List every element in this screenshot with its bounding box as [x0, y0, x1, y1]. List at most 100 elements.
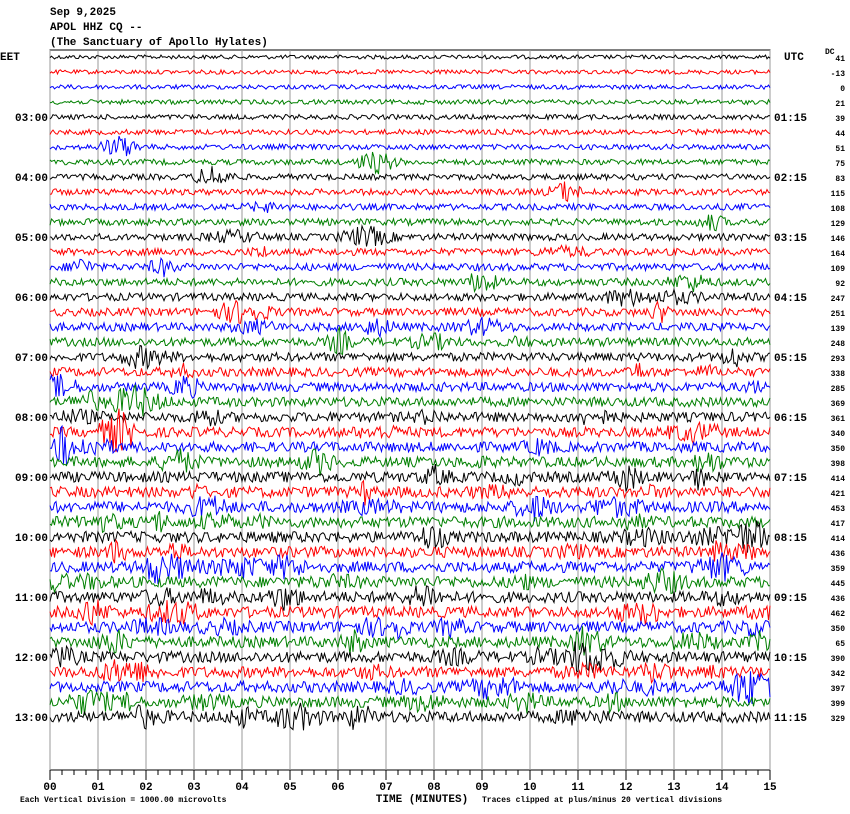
- dc-offset: 92: [835, 280, 845, 289]
- right-time: 06:15: [774, 413, 807, 425]
- trace: [49, 464, 771, 492]
- dc-offset: 417: [831, 520, 846, 529]
- x-tick-label: 13: [667, 782, 681, 794]
- dc-offset: 108: [831, 205, 846, 214]
- trace: [49, 287, 771, 308]
- dc-offset: 340: [831, 430, 846, 439]
- trace: [49, 384, 771, 417]
- trace: [49, 448, 771, 477]
- trace: [49, 408, 771, 453]
- trace: [49, 362, 771, 379]
- x-tick-label: 00: [43, 782, 56, 794]
- dc-offset: 146: [831, 235, 846, 244]
- dc-offset: 414: [831, 475, 846, 484]
- x-tick-label: 03: [187, 782, 201, 794]
- dc-offset: 436: [831, 595, 846, 604]
- site: (The Sanctuary of Apollo Hylates): [50, 37, 268, 49]
- dc-offset: 75: [835, 160, 845, 169]
- trace: [49, 424, 771, 466]
- right-zone: UTC: [784, 52, 804, 64]
- x-axis-label: TIME (MINUTES): [376, 794, 468, 806]
- dc-offset: 397: [831, 685, 846, 694]
- trace: [49, 273, 771, 294]
- trace: [49, 479, 771, 506]
- right-time: 11:15: [774, 713, 807, 725]
- dc-offset: 361: [831, 415, 846, 424]
- right-time: 03:15: [774, 233, 807, 245]
- trace: [49, 344, 771, 370]
- trace: [49, 552, 771, 585]
- dc-offset: 139: [831, 325, 846, 334]
- dc-offset: 51: [835, 145, 845, 154]
- dc-offset: 39: [835, 115, 845, 124]
- dc-offset: 44: [835, 130, 845, 139]
- x-tick-label: 05: [283, 782, 297, 794]
- dc-offset: -13: [831, 70, 846, 79]
- left-time: 08:00: [15, 413, 48, 425]
- dc-offset: 21: [835, 100, 845, 109]
- right-time: 08:15: [774, 533, 807, 545]
- right-time: 07:15: [774, 473, 807, 485]
- trace: [49, 702, 771, 731]
- dc-offset: 251: [831, 310, 846, 319]
- trace: [49, 495, 771, 522]
- x-tick-label: 11: [571, 782, 585, 794]
- clip-note: Traces clipped at plus/minus 20 vertical…: [482, 796, 722, 805]
- trace: [49, 224, 771, 247]
- trace: [49, 538, 771, 564]
- dc-offset: 398: [831, 460, 846, 469]
- trace: [49, 98, 771, 106]
- dc-offset: 41: [835, 55, 845, 64]
- trace: [49, 408, 771, 427]
- x-tick-label: 06: [331, 782, 344, 794]
- trace: [49, 54, 771, 61]
- x-tick-label: 02: [139, 782, 152, 794]
- trace: [49, 243, 771, 259]
- station: APOL HHZ CQ --: [50, 22, 142, 34]
- left-time: 13:00: [15, 713, 48, 725]
- trace: [49, 689, 771, 716]
- right-time: 02:15: [774, 173, 807, 185]
- trace: [49, 659, 771, 685]
- left-time: 11:00: [15, 593, 48, 605]
- dc-offset: 329: [831, 715, 846, 724]
- trace: [49, 626, 771, 656]
- right-time: 01:15: [774, 113, 807, 125]
- trace: [49, 585, 771, 611]
- trace: [49, 671, 771, 706]
- dc-offset: 65: [835, 640, 845, 649]
- dc-offset: 350: [831, 445, 846, 454]
- left-time: 07:00: [15, 353, 48, 365]
- dc-offset: 83: [835, 175, 845, 184]
- dc-offset: 359: [831, 565, 846, 574]
- trace: [49, 316, 771, 339]
- dc-offset: 248: [831, 340, 846, 349]
- dc-offset: 369: [831, 400, 846, 409]
- x-tick-label: 15: [763, 782, 777, 794]
- dc-offset: 247: [831, 295, 846, 304]
- dc-offset: 342: [831, 670, 846, 679]
- trace: [49, 373, 771, 399]
- left-time: 09:00: [15, 473, 48, 485]
- trace: [49, 325, 771, 356]
- dc-offset: 421: [831, 490, 846, 499]
- left-time: 04:00: [15, 173, 48, 185]
- dc-offset: 436: [831, 550, 846, 559]
- x-tick-label: 01: [91, 782, 105, 794]
- dc-offset: 115: [831, 190, 846, 199]
- trace: [49, 135, 771, 157]
- dc-offset: 285: [831, 385, 846, 394]
- x-tick-label: 04: [235, 782, 249, 794]
- dc-offset: 453: [831, 505, 846, 514]
- x-tick-label: 10: [523, 782, 536, 794]
- x-tick-label: 08: [427, 782, 441, 794]
- dc-offset: 0: [840, 85, 845, 94]
- left-time: 05:00: [15, 233, 48, 245]
- dc-offset: 390: [831, 655, 846, 664]
- left-time: 12:00: [15, 653, 48, 665]
- dc-offset: 445: [831, 580, 846, 589]
- dc-offset: 462: [831, 610, 846, 619]
- dc-offset: 350: [831, 625, 846, 634]
- trace: [49, 68, 771, 76]
- scale-note: Each Vertical Division = 1000.00 microvo…: [20, 796, 227, 805]
